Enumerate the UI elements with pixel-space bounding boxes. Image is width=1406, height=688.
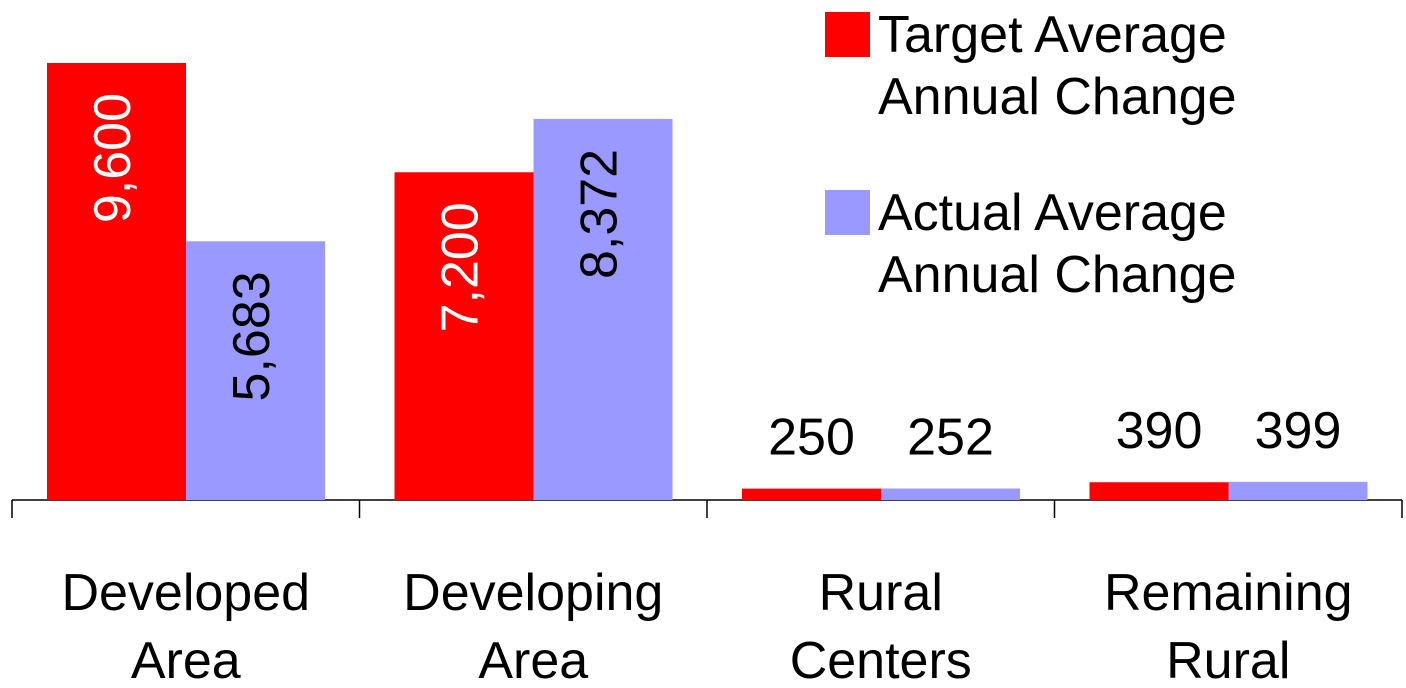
legend-label: Annual Change — [878, 246, 1237, 304]
x-tick-label: Rural — [1166, 632, 1290, 688]
bar — [1228, 481, 1368, 500]
x-tick-label: Remaining — [1104, 564, 1353, 622]
bar — [47, 63, 186, 500]
x-tick-label: Centers — [790, 632, 972, 688]
data-label: 5,683 — [223, 271, 281, 401]
data-label: 252 — [907, 409, 994, 467]
x-tick-label: Area — [478, 632, 588, 688]
x-tick-label: Area — [131, 632, 241, 688]
data-label: 9,600 — [84, 93, 142, 223]
legend-label: Target Average — [878, 6, 1227, 64]
legend-label: Annual Change — [878, 68, 1237, 126]
x-tick-label: Developed — [61, 564, 310, 622]
bar — [394, 172, 534, 500]
x-tick-label: Rural — [819, 564, 943, 622]
bar — [1089, 482, 1229, 500]
x-tick-label: Developing — [403, 564, 663, 622]
bar — [742, 488, 881, 500]
legend-label: Actual Average — [878, 184, 1227, 242]
bar — [881, 488, 1020, 500]
data-label: 8,372 — [571, 149, 629, 279]
bar — [186, 241, 325, 500]
legend-swatch — [825, 190, 870, 235]
data-label: 399 — [1255, 402, 1342, 460]
bar — [533, 118, 673, 500]
legend-swatch — [825, 12, 870, 57]
data-label: 250 — [768, 409, 855, 467]
data-label: 390 — [1116, 402, 1203, 460]
data-label: 7,200 — [432, 202, 490, 332]
